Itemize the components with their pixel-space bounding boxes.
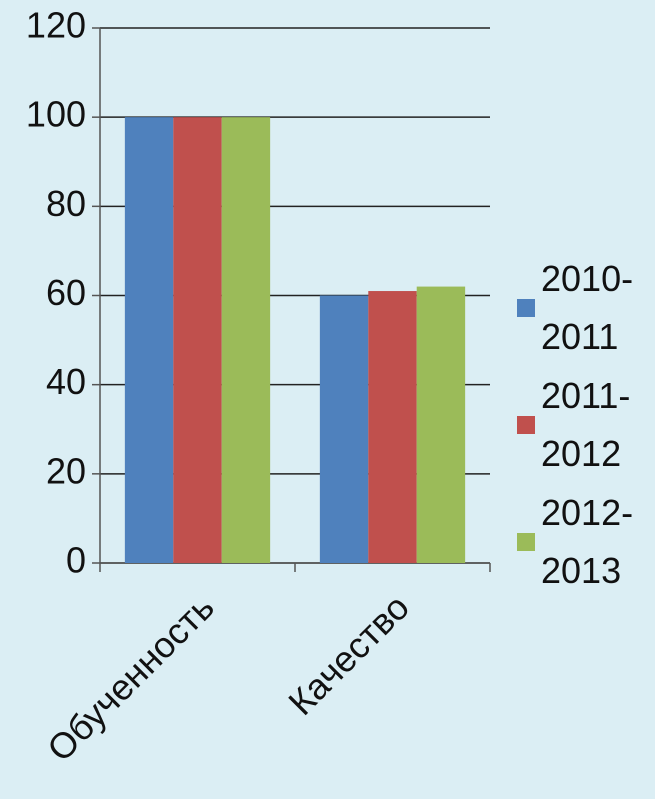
y-tick-label: 20: [46, 450, 86, 491]
bar: [124, 117, 174, 564]
bar: [368, 291, 417, 563]
legend-swatch: [517, 416, 535, 434]
bar: [221, 117, 271, 564]
legend-label: 2012-2013: [541, 492, 634, 591]
y-tick-label: 100: [26, 94, 86, 135]
bar: [416, 286, 466, 563]
bar: [173, 117, 222, 564]
legend-swatch: [517, 533, 535, 551]
y-tick-label: 60: [46, 272, 86, 313]
y-tick-label: 80: [46, 183, 86, 224]
y-tick-label: 120: [26, 5, 86, 46]
legend-label: 2010-2011: [541, 258, 634, 357]
x-tick-label: Качество: [280, 586, 417, 723]
y-tick-label: 40: [46, 361, 86, 402]
x-tick-label: Обученность: [39, 586, 222, 769]
legend-label: 2011-2012: [541, 375, 631, 474]
legend-swatch: [517, 299, 535, 317]
legend-item: 2012-2013: [517, 484, 655, 600]
legend-item: 2011-2012: [517, 367, 655, 483]
legend-item: 2010-2011: [517, 250, 655, 366]
bar: [319, 295, 369, 563]
y-tick-label: 0: [66, 540, 86, 581]
